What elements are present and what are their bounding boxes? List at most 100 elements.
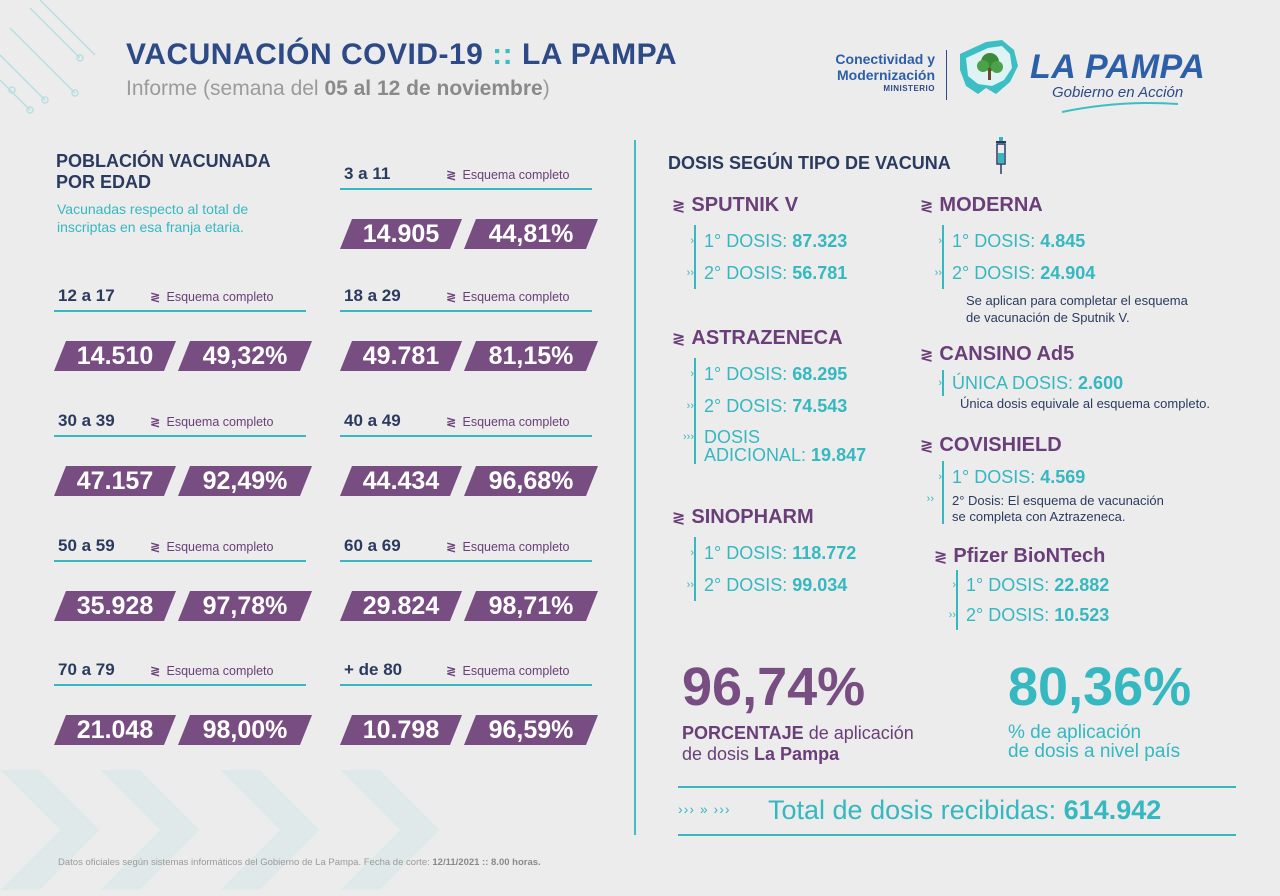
age-range-label: 18 a 29: [344, 286, 401, 305]
scheme-icon: ≷: [150, 415, 161, 429]
vaccine-name-text: COVISHIELD: [939, 434, 1062, 456]
note-line2: se completa con Aztrazeneca.: [952, 508, 1126, 524]
vaccine-icon: ≷: [672, 331, 686, 348]
chevron-icon: ›: [690, 368, 694, 380]
scheme-label: ≷ Esquema completo: [150, 539, 274, 554]
age-range-label: + de 80: [344, 660, 403, 679]
age-range-label: 40 a 49: [344, 411, 401, 430]
dose-value: 4.845: [1040, 231, 1086, 251]
note-line1: 2° Dosis: El esquema de vacunación: [952, 493, 1164, 508]
chevron-icon: ›: [938, 377, 942, 389]
dose-row: › 1° DOSIS: 68.295: [690, 358, 866, 390]
vaccine-note: Única dosis equivale al esquema completo…: [960, 396, 1211, 411]
age-range-label: 3 a 11: [344, 164, 391, 183]
dose-list: › 1° DOSIS: 4.569 ›› 2° Dosis: El esquema…: [927, 461, 1164, 525]
age-range-label: 12 a 17: [58, 286, 115, 305]
scheme-icon: ≷: [150, 290, 161, 304]
caption-bold: PORCENTAJE: [682, 723, 804, 743]
age-underline: [54, 310, 306, 312]
age-underline: [340, 435, 592, 437]
scheme-label: ≷ Esquema completo: [446, 539, 570, 554]
dose-label: 2° DOSIS:: [704, 396, 788, 416]
chevron-icon: ›: [938, 235, 942, 247]
dose-row: ›› 2° DOSIS: 10.523: [949, 600, 1110, 630]
dose-row: › 1° DOSIS: 118.772: [690, 537, 857, 569]
vaccinated-percent-bar: 92,49%: [178, 466, 312, 496]
vaccinated-percent-bar: 44,81%: [464, 219, 598, 249]
age-underline: [340, 684, 592, 686]
age-group-card: 40 a 49 ≷ Esquema completo 44.434 96,68%: [340, 411, 600, 501]
dose-row: › 1° DOSIS: 22.882: [952, 570, 1109, 600]
province-percent-caption: PORCENTAJE de aplicación de dosis La Pam…: [682, 723, 914, 764]
total-doses-received: Total de dosis recibidas: 614.942: [768, 795, 1161, 826]
dose-list: › 1° DOSIS: 87.323 ›› 2° DOSIS: 56.781: [687, 225, 847, 289]
age-group-card: 60 a 69 ≷ Esquema completo 29.824 98,71%: [340, 536, 600, 626]
caption-line2-pre: de dosis: [682, 743, 755, 764]
age-underline: [340, 560, 592, 562]
vaccine-name-text: ASTRAZENECA: [691, 327, 843, 349]
age-title-line2: POR EDAD: [56, 171, 152, 192]
dose-list: › 1° DOSIS: 68.295 ›› 2° DOSIS: 74.543 ›››…: [683, 358, 867, 465]
vaccinated-count-bar: 10.798: [340, 715, 462, 745]
scheme-label: ≷ Esquema completo: [446, 167, 570, 182]
dose-list: › 1° DOSIS: 22.882 ›› 2° DOSIS: 10.523: [949, 570, 1110, 630]
slogan-swoosh: [1061, 102, 1179, 113]
age-range-label: 50 a 59: [58, 536, 115, 555]
dose-row: ›› 2° DOSIS: 99.034: [687, 569, 856, 601]
subtitle-dates: 05 al 12 de noviembre: [324, 77, 543, 100]
ministry-line2: Modernización: [836, 66, 935, 83]
chevron-icon: ››: [926, 493, 934, 505]
vaccine-name: ≷ SPUTNIK V: [672, 194, 847, 217]
title-separator: ::: [492, 38, 514, 71]
vaccine-icon: ≷: [920, 198, 934, 215]
page-title: VACUNACIÓN COVID-19 :: LA PAMPA: [126, 38, 677, 72]
chevron-icon: ››: [686, 267, 694, 279]
scheme-label: ≷ Esquema completo: [446, 289, 570, 304]
dose-label: 2° DOSIS:: [704, 263, 788, 283]
dose-value: 99.034: [792, 575, 848, 595]
scheme-label: ≷ Esquema completo: [150, 289, 274, 304]
age-group-card: 30 a 39 ≷ Esquema completo 47.157 92,49%: [54, 411, 314, 501]
scheme-text: Esquema completo: [166, 664, 274, 678]
la-pampa-map-icon: [960, 40, 1018, 94]
dose-value: 74.543: [792, 396, 848, 416]
age-note-line2: inscriptas en esa franja etaria.: [57, 219, 244, 236]
vaccine-name: ≷ COVISHIELD: [920, 434, 1164, 457]
dose-label: 1° DOSIS:: [952, 467, 1036, 487]
scheme-label: ≷ Esquema completo: [150, 663, 274, 678]
vaccinated-percent-bar: 98,71%: [464, 591, 598, 621]
caption-line2-bold: La Pampa: [754, 743, 840, 764]
section-divider: [634, 140, 636, 835]
dose-label: 1° DOSIS:: [704, 231, 788, 251]
footer-text: Datos oficiales según sistemas informáti…: [58, 857, 433, 868]
age-range-label: 60 a 69: [344, 536, 401, 555]
vaccinated-percent-bar: 96,68%: [464, 466, 598, 496]
dose-value: 19.847: [811, 445, 867, 465]
dose-label: 2° DOSIS:: [966, 605, 1050, 625]
country-caption-line2: de dosis a nivel país: [1008, 741, 1181, 762]
title-place: LA PAMPA: [521, 38, 678, 71]
country-caption-line1: % de aplicación: [1008, 722, 1142, 743]
doses-section-title: DOSIS SEGÚN TIPO DE VACUNA: [668, 153, 951, 173]
logo-divider: [946, 50, 947, 100]
subtitle-prefix: Informe (semana del: [126, 77, 325, 100]
vaccine-sputnik: ≷ SPUTNIK V › 1° DOSIS: 87.323 ›› 2° DOSIS:…: [672, 194, 847, 289]
scheme-icon: ≷: [150, 664, 161, 678]
dose-row: › ÚNICA DOSIS: 2.600: [938, 370, 1210, 396]
ministry-logo-text: Conectividad y Modernización MINISTERIO: [800, 51, 935, 94]
dose-value: 118.772: [792, 543, 857, 563]
age-section-title: POBLACIÓN VACUNADA POR EDAD: [56, 151, 271, 192]
vaccine-icon: ≷: [672, 510, 686, 527]
dose-label: 1° DOSIS:: [966, 575, 1050, 595]
vaccine-pfizer: ≷ Pfizer BioNTech › 1° DOSIS: 22.882 ›› 2° …: [934, 545, 1109, 630]
dose-row: ››› DOSIS ADICIONAL: 19.847: [683, 428, 867, 465]
age-underline: [340, 188, 592, 190]
vaccinated-count-bar: 21.048: [54, 715, 176, 745]
scheme-icon: ≷: [446, 664, 457, 678]
vaccine-covishield: ≷ COVISHIELD › 1° DOSIS: 4.569 ›› 2° Dosis…: [920, 434, 1164, 525]
dose-value: 10.523: [1054, 605, 1110, 625]
vaccinated-count-bar: 14.510: [54, 341, 176, 371]
chevron-icon: ›: [690, 547, 694, 559]
chevrons-icon: ››› » ›››: [678, 801, 731, 817]
age-section-note: Vacunadas respecto al total de inscripta…: [57, 200, 307, 236]
